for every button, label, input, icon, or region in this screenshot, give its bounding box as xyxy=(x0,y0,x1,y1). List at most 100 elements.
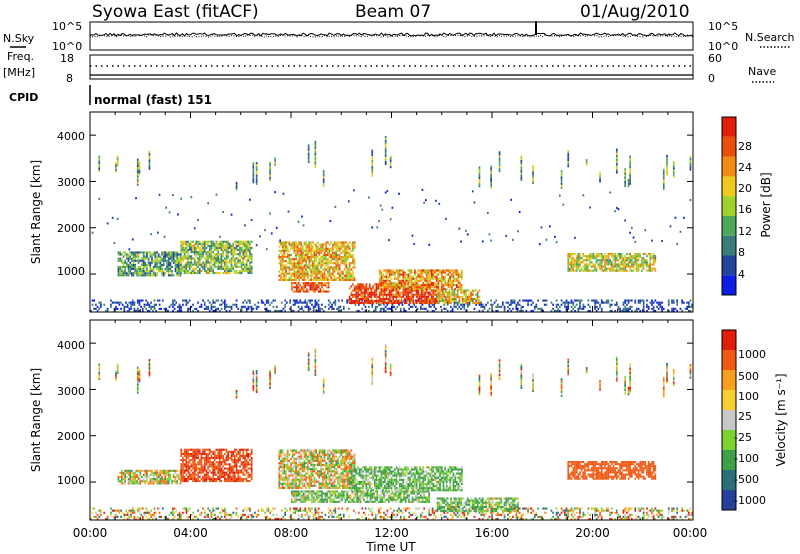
heatmap-cell xyxy=(385,271,388,274)
heatmap-cell xyxy=(582,305,585,308)
heatmap-cell xyxy=(235,303,238,306)
heatmap-cell xyxy=(288,249,291,252)
heatmap-cell xyxy=(378,509,380,512)
heatmap-cell xyxy=(249,263,251,266)
heatmap-cell xyxy=(239,251,241,254)
heatmap-cell xyxy=(348,274,351,277)
heatmap-cell xyxy=(636,269,638,272)
heatmap-cell xyxy=(362,295,364,298)
heatmap-cell xyxy=(377,295,379,298)
heatmap-cell xyxy=(239,249,241,252)
heatmap-cell xyxy=(134,251,137,254)
heatmap-cell xyxy=(440,277,443,280)
heatmap-cell xyxy=(299,290,302,293)
heatmap-cell xyxy=(318,260,321,263)
heatmap-cell xyxy=(320,270,322,273)
heatmap-cell xyxy=(177,213,179,216)
heatmap-cell xyxy=(430,302,433,305)
heatmap-cell xyxy=(440,297,442,300)
heatmap-cell xyxy=(136,299,139,302)
heatmap-cell xyxy=(136,515,139,518)
heatmap-cell xyxy=(370,300,373,303)
heatmap-cell xyxy=(452,275,455,278)
heatmap-cell xyxy=(652,301,655,304)
heatmap-cell xyxy=(180,259,183,262)
heatmap-cell xyxy=(289,507,291,510)
heatmap-cell xyxy=(307,307,310,310)
heatmap-cell xyxy=(220,307,223,310)
heatmap-cell xyxy=(427,281,430,284)
heatmap-cell xyxy=(661,309,663,312)
heatmap-cell xyxy=(380,297,383,300)
heatmap-cell xyxy=(481,513,484,516)
heatmap-cell xyxy=(148,371,151,374)
heatmap-cell xyxy=(119,272,121,275)
heatmap-cell xyxy=(278,274,281,277)
heatmap-cell xyxy=(190,255,193,258)
heatmap-cell xyxy=(392,284,394,287)
heatmap-cell xyxy=(325,268,327,271)
heatmap-cell xyxy=(117,257,120,260)
heatmap-cell xyxy=(533,513,536,516)
heatmap-cell xyxy=(314,509,317,512)
heatmap-cell xyxy=(365,295,368,298)
heatmap-cell xyxy=(662,307,665,310)
heatmap-cell xyxy=(520,386,523,389)
heatmap-cell xyxy=(350,262,353,265)
heatmap-cell xyxy=(622,267,625,270)
heatmap-cell xyxy=(672,173,675,176)
heatmap-cell xyxy=(689,158,692,161)
heatmap-cell xyxy=(247,249,250,252)
heatmap-cell xyxy=(285,268,287,271)
heatmap-cell xyxy=(127,259,130,262)
heatmap-cell xyxy=(91,507,94,510)
heatmap-cell xyxy=(569,263,571,266)
heatmap-cell xyxy=(195,265,198,268)
heatmap-cell xyxy=(599,172,601,175)
heatmap-cell xyxy=(475,299,477,302)
heatmap-cell xyxy=(340,274,343,277)
heatmap-cell xyxy=(684,307,687,310)
heatmap-cell xyxy=(456,511,459,514)
heatmap-cell xyxy=(371,158,374,161)
heatmap-cell xyxy=(360,283,363,286)
heatmap-cell xyxy=(132,263,135,266)
heatmap-cell xyxy=(408,307,410,310)
heatmap-cell xyxy=(320,251,322,254)
heatmap-cell xyxy=(332,251,334,254)
heatmap-cell xyxy=(304,284,307,287)
heatmap-cell xyxy=(609,269,611,272)
heatmap-cell xyxy=(132,257,135,260)
heatmap-cell xyxy=(192,272,194,275)
heatmap-cell xyxy=(352,270,354,273)
heatmap-cell xyxy=(244,267,246,270)
heatmap-cell xyxy=(270,232,273,235)
heatmap-cell xyxy=(284,299,286,302)
heatmap-cell xyxy=(470,297,472,300)
heatmap-cell xyxy=(212,517,214,520)
heatmap-cell xyxy=(225,517,228,520)
heatmap-cell xyxy=(370,295,373,298)
heatmap-cell xyxy=(463,291,466,294)
heatmap-cell xyxy=(532,301,534,304)
heatmap-cell xyxy=(207,299,209,302)
heatmap-cell xyxy=(422,269,425,272)
heatmap-cell xyxy=(490,392,492,395)
heatmap-cell xyxy=(542,517,544,520)
heatmap-cell xyxy=(440,300,442,303)
heatmap-cell xyxy=(167,255,170,258)
heatmap-cell xyxy=(317,247,319,250)
heatmap-cell xyxy=(314,357,317,360)
heatmap-cell xyxy=(197,269,199,272)
heatmap-cell xyxy=(222,255,224,258)
heatmap-cell xyxy=(179,255,182,258)
heatmap-cell xyxy=(165,517,168,520)
heatmap-cell xyxy=(300,247,302,250)
heatmap-cell xyxy=(176,251,178,254)
heatmap-cell xyxy=(627,263,630,266)
heatmap-cell xyxy=(230,259,233,262)
heatmap-cell xyxy=(136,509,139,512)
heatmap-cell xyxy=(518,299,521,302)
heatmap-cell xyxy=(330,260,333,263)
heatmap-cell xyxy=(575,255,578,258)
